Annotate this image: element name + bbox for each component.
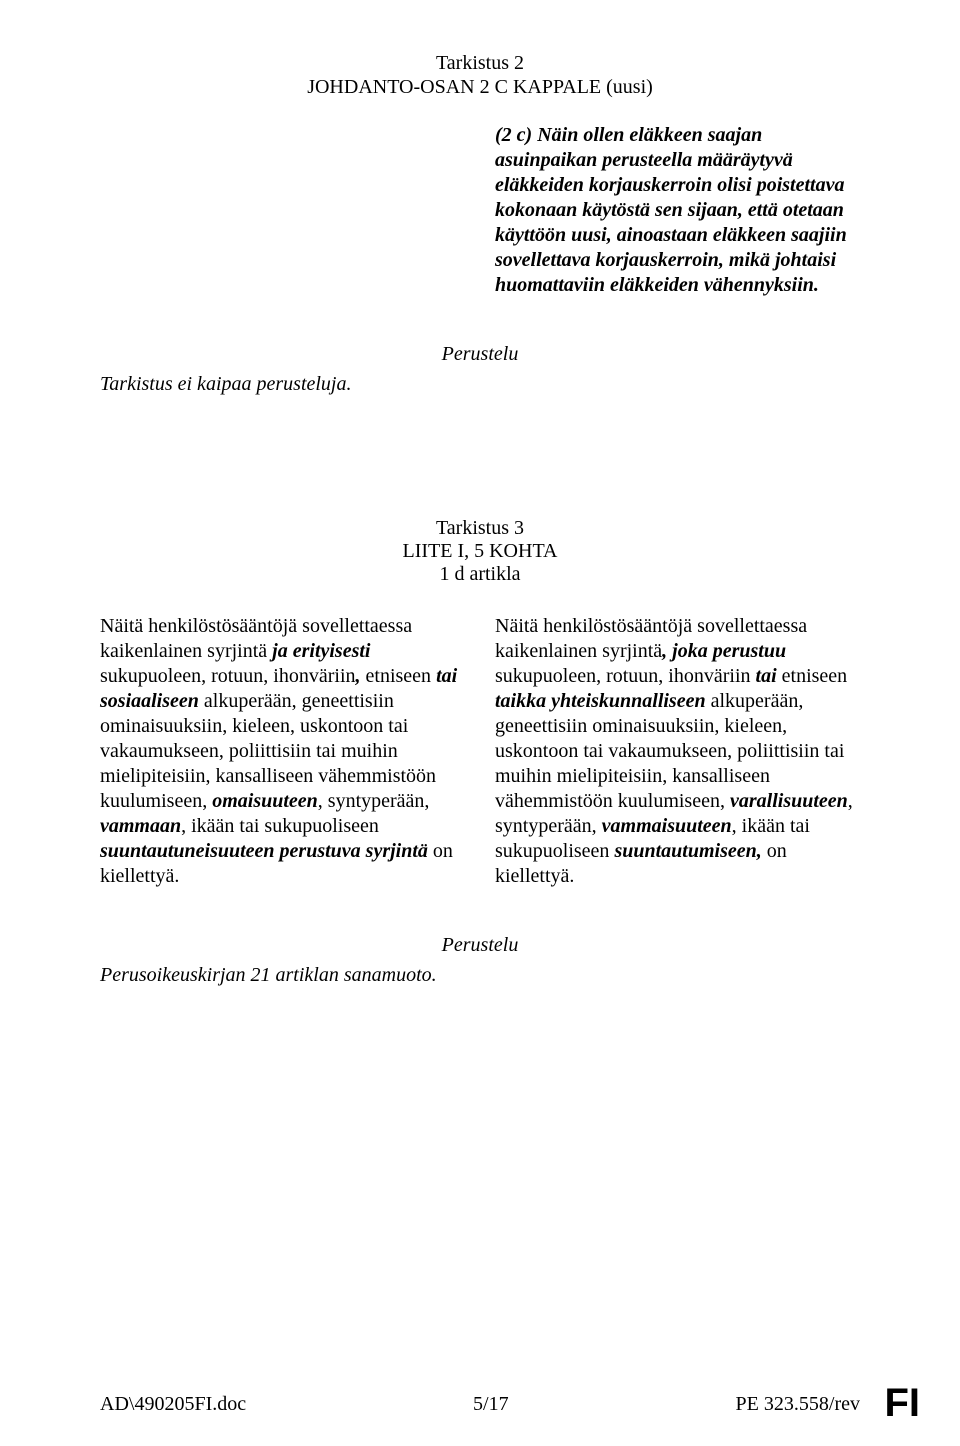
- page-footer: AD\490205FI.doc 5/17 PE 323.558/rev: [100, 1393, 860, 1416]
- text-segment-emphasis: taikka yhteiskunnalliseen: [495, 690, 706, 712]
- amendment-3-left-col: Näitä henkilöstösääntöjä sovellettaessa …: [100, 614, 465, 889]
- text-segment: , syntyperään,: [318, 790, 430, 812]
- footer-left: AD\490205FI.doc: [100, 1393, 246, 1416]
- text-segment-emphasis: tai: [756, 665, 777, 687]
- amendment-3-title: Tarkistus 3: [100, 517, 860, 540]
- amendment-3-justification-label: Perustelu: [100, 934, 860, 957]
- text-segment-emphasis: suuntautumiseen,: [614, 840, 761, 862]
- footer-center: 5/17: [473, 1393, 509, 1416]
- text-segment: , ikään tai sukupuoliseen: [181, 815, 379, 837]
- amendment-3-columns: Näitä henkilöstösääntöjä sovellettaessa …: [100, 614, 860, 889]
- amendment-2-subtitle: JOHDANTO-OSAN 2 C KAPPALE (uusi): [100, 76, 860, 99]
- text-segment-emphasis: , joka perustuu: [662, 640, 786, 662]
- amendment-2-title: Tarkistus 2: [100, 50, 860, 76]
- text-segment: sukupuoleen, rotuun, ihonväriin: [100, 665, 356, 687]
- amendment-2-justification-text: Tarkistus ei kaipaa perusteluja.: [100, 372, 860, 397]
- amendment-3-justification-text: Perusoikeuskirjan 21 artiklan sanamuoto.: [100, 963, 860, 988]
- text-segment-emphasis: ja erityisesti: [272, 640, 370, 662]
- text-segment: etniseen: [777, 665, 848, 687]
- text-segment-emphasis: vammaisuuteen: [602, 815, 732, 837]
- amendment-2-justification-label: Perustelu: [100, 343, 860, 366]
- amendment-3-sub2: 1 d artikla: [100, 563, 860, 586]
- footer-right: PE 323.558/rev: [736, 1393, 860, 1416]
- text-segment-emphasis: suuntautuneisuuteen perustuva syrjintä: [100, 840, 428, 862]
- amendment-3-right-col: Näitä henkilöstösääntöjä sovellettaessa …: [495, 614, 860, 889]
- corner-language-code: FI: [884, 1381, 920, 1426]
- text-segment-emphasis: varallisuuteen: [730, 790, 848, 812]
- text-segment-emphasis: vammaan: [100, 815, 181, 837]
- amendment-2-section: Tarkistus 2 JOHDANTO-OSAN 2 C KAPPALE (u…: [100, 50, 860, 397]
- text-segment-emphasis: omaisuuteen: [212, 790, 318, 812]
- amendment-3-section: Tarkistus 3 LIITE I, 5 KOHTA 1 d artikla…: [100, 517, 860, 988]
- amendment-3-sub1: LIITE I, 5 KOHTA: [100, 540, 860, 563]
- text-segment: sukupuoleen, rotuun, ihonväriin: [495, 665, 756, 687]
- amendment-2-recital: (2 c) Näin ollen eläkkeen saajan asuinpa…: [495, 123, 860, 298]
- text-segment: etniseen: [361, 665, 437, 687]
